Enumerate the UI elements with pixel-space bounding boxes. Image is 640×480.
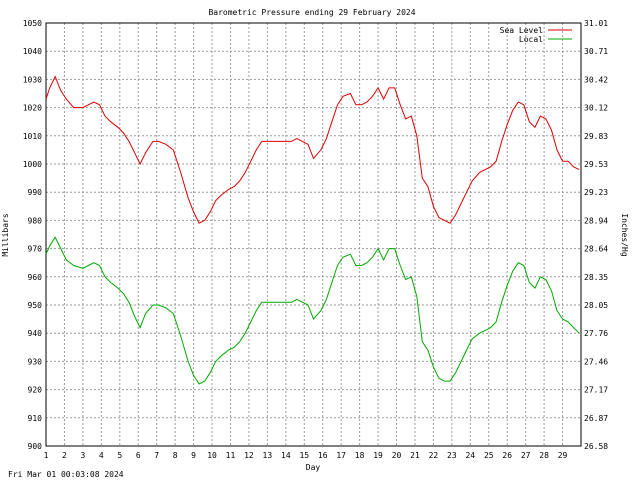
x-tick-label: 1 bbox=[44, 451, 49, 460]
x-tick-label: 22 bbox=[429, 451, 439, 460]
y-axis-label-right: Inches/Hg bbox=[620, 213, 629, 257]
x-tick-label: 10 bbox=[207, 451, 217, 460]
y-tick-label-right: 26.87 bbox=[584, 414, 608, 423]
x-tick-label: 29 bbox=[558, 451, 568, 460]
y-tick-label-right: 29.53 bbox=[584, 160, 608, 169]
y-tick-label-left: 1050 bbox=[23, 19, 42, 28]
x-tick-label: 13 bbox=[263, 451, 273, 460]
x-tick-label: 20 bbox=[392, 451, 402, 460]
x-axis-label: Day bbox=[306, 463, 321, 472]
x-tick-label: 14 bbox=[281, 451, 291, 460]
x-tick-label: 25 bbox=[484, 451, 494, 460]
y-tick-label-left: 960 bbox=[28, 273, 43, 282]
y-tick-label-left: 1030 bbox=[23, 75, 42, 84]
x-tick-label: 11 bbox=[226, 451, 236, 460]
y-tick-label-left: 1020 bbox=[23, 104, 42, 113]
y-tick-label-left: 950 bbox=[28, 301, 43, 310]
y-tick-label-right: 27.46 bbox=[584, 357, 608, 366]
x-tick-label: 9 bbox=[191, 451, 196, 460]
plot-area-border bbox=[45, 22, 582, 447]
x-tick-label: 28 bbox=[539, 451, 549, 460]
y-tick-label-left: 930 bbox=[28, 357, 43, 366]
x-tick-label: 2 bbox=[62, 451, 67, 460]
y-tick-label-left: 940 bbox=[28, 329, 43, 338]
y-tick-label-right: 30.12 bbox=[584, 104, 608, 113]
y-tick-label-right: 27.17 bbox=[584, 386, 608, 395]
y-tick-label-right: 28.05 bbox=[584, 301, 608, 310]
right-axis-ticks: 26.58 26.87 27.17 27.46 27.76 28.05 28.35 28.64… bbox=[584, 19, 608, 451]
x-tick-label: 16 bbox=[318, 451, 328, 460]
y-tick-label-right: 31.01 bbox=[584, 19, 608, 28]
series-line-sea-level bbox=[45, 75, 580, 224]
y-tick-label-right: 30.71 bbox=[584, 47, 608, 56]
x-axis-ticks: 1 2 3 4 5 6 7 8 9 10 11 12 13 14 15 16 17 18 19 20 21 22 23 24 2… bbox=[44, 451, 568, 460]
x-tick-label: 26 bbox=[502, 451, 512, 460]
series-lines bbox=[45, 75, 580, 385]
y-tick-label-right: 29.83 bbox=[584, 132, 608, 141]
x-tick-label: 18 bbox=[355, 451, 365, 460]
x-tick-label: 24 bbox=[465, 451, 475, 460]
x-tick-label: 8 bbox=[173, 451, 178, 460]
y-tick-label-left: 980 bbox=[28, 216, 43, 225]
legend-label: Sea Level bbox=[500, 26, 544, 35]
x-tick-label: 7 bbox=[154, 451, 159, 460]
y-tick-label-left: 1040 bbox=[23, 47, 42, 56]
y-tick-label-right: 29.23 bbox=[584, 188, 608, 197]
x-tick-label: 3 bbox=[80, 451, 85, 460]
chart-title: Barometric Pressure ending 29 February 2… bbox=[208, 8, 415, 17]
y-tick-label-right: 28.64 bbox=[584, 245, 608, 254]
x-tick-label: 21 bbox=[410, 451, 420, 460]
x-tick-label: 5 bbox=[117, 451, 122, 460]
x-tick-label: 12 bbox=[244, 451, 254, 460]
x-tick-label: 23 bbox=[447, 451, 457, 460]
x-tick-label: 27 bbox=[521, 451, 531, 460]
y-tick-label-left: 920 bbox=[28, 386, 43, 395]
left-axis-ticks: 900 910 920 930 940 950 960 970 980 990 1000 1010 10… bbox=[23, 19, 42, 451]
y-tick-label-left: 900 bbox=[28, 442, 43, 451]
grid bbox=[46, 23, 581, 446]
x-tick-label: 15 bbox=[299, 451, 309, 460]
x-tick-label: 4 bbox=[99, 451, 104, 460]
y-tick-label-left: 990 bbox=[28, 188, 43, 197]
y-tick-label-right: 27.76 bbox=[584, 329, 608, 338]
series-line-local bbox=[45, 236, 580, 385]
y-tick-label-left: 910 bbox=[28, 414, 43, 423]
legend-label: Local bbox=[519, 35, 543, 44]
y-tick-label-right: 30.42 bbox=[584, 75, 608, 84]
y-tick-label-right: 28.94 bbox=[584, 216, 608, 225]
y-tick-label-left: 1010 bbox=[23, 132, 42, 141]
x-tick-label: 17 bbox=[336, 451, 346, 460]
x-tick-label: 6 bbox=[136, 451, 141, 460]
footer-timestamp: Fri Mar 01 00:03:08 2024 bbox=[8, 470, 124, 479]
y-axis-label-left: Millibars bbox=[1, 213, 10, 257]
y-tick-label-right: 28.35 bbox=[584, 273, 608, 282]
y-tick-label-left: 1000 bbox=[23, 160, 42, 169]
x-tick-label: 19 bbox=[373, 451, 383, 460]
y-tick-label-right: 26.58 bbox=[584, 442, 608, 451]
y-tick-label-left: 970 bbox=[28, 245, 43, 254]
